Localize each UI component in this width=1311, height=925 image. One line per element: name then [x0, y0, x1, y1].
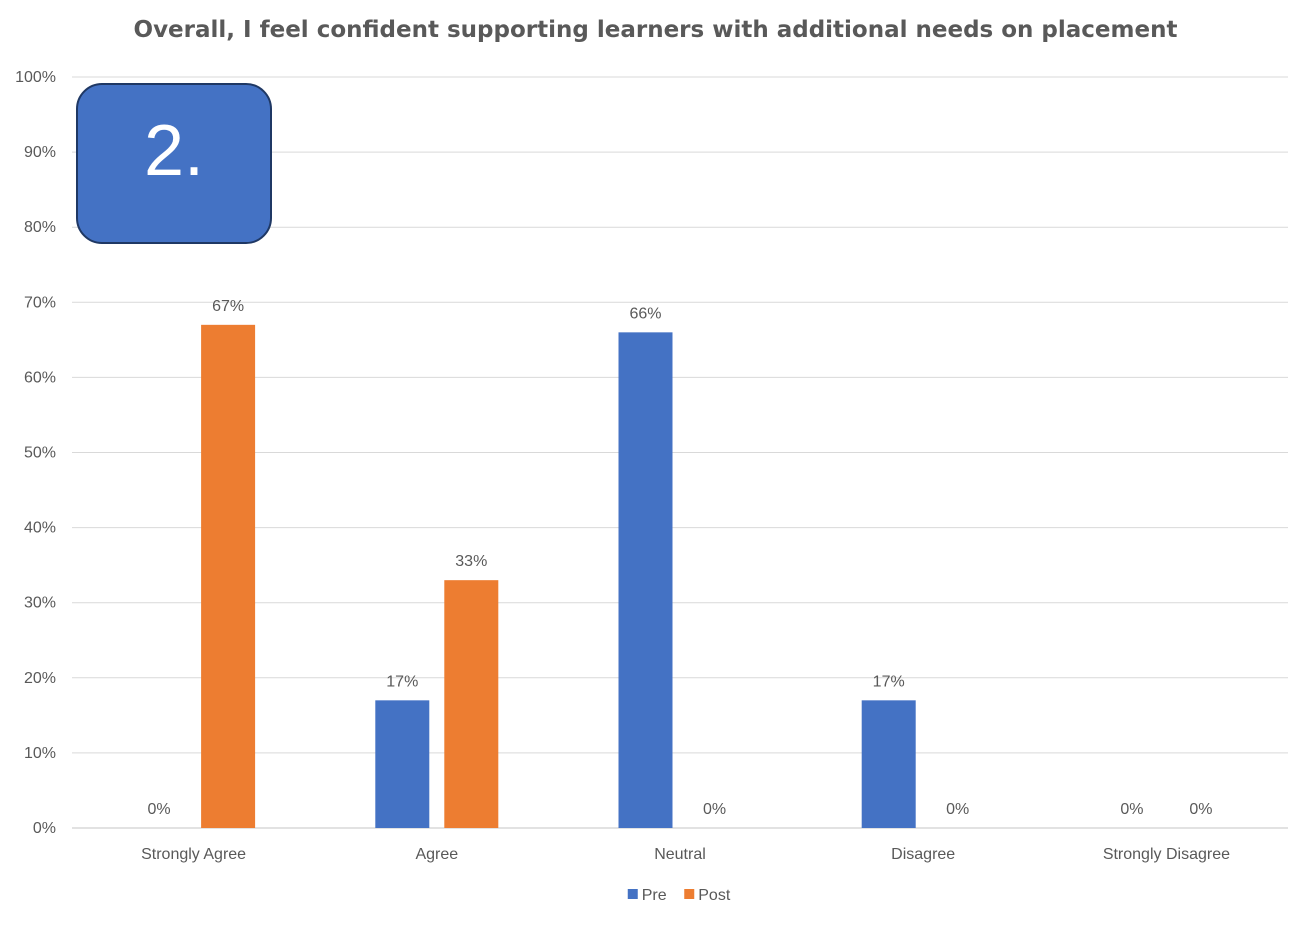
bar-post-agree [444, 580, 499, 828]
data-label: 66% [629, 305, 661, 322]
y-tick-label: 20% [24, 670, 56, 687]
y-tick-label: 90% [24, 144, 56, 161]
y-tick-label: 80% [24, 219, 56, 236]
x-axis-ticks: Strongly Agree Agree Neutral Disagree Strong… [141, 846, 1230, 863]
y-axis-ticks: 0% 10% 20% 30% 40% 50% 60% 70% 80% 90% 100% [15, 69, 56, 837]
data-label: 17% [873, 673, 905, 690]
y-tick-label: 70% [24, 294, 56, 311]
y-tick-label: 40% [24, 520, 56, 537]
badge-label: 2. [143, 111, 205, 191]
data-label: 0% [946, 801, 969, 818]
data-label: 0% [1120, 801, 1143, 818]
legend-swatch-post [684, 889, 695, 899]
gridlines [72, 76, 1288, 829]
bar-post-strongly-agree [201, 324, 256, 828]
data-label: 0% [703, 801, 726, 818]
x-tick-label: Disagree [891, 846, 955, 863]
data-label: 0% [1189, 801, 1212, 818]
data-label: 67% [212, 298, 244, 315]
bar-pre-neutral [618, 332, 673, 828]
y-tick-label: 10% [24, 745, 56, 762]
x-tick-label: Strongly Disagree [1103, 846, 1230, 863]
legend-label-pre: Pre [642, 887, 667, 904]
y-tick-label: 0% [33, 820, 56, 837]
x-tick-label: Agree [415, 846, 458, 863]
chart-title: Overall, I feel confident supporting lea… [133, 17, 1178, 43]
y-tick-label: 30% [24, 595, 56, 612]
bar-pre-disagree [861, 700, 916, 828]
bars [201, 324, 916, 828]
legend-label-post: Post [698, 887, 731, 904]
slide-number-badge: 2. [76, 83, 272, 244]
data-label: 17% [386, 673, 418, 690]
bar-pre-agree [375, 700, 430, 828]
y-tick-label: 60% [24, 369, 56, 386]
data-label: 33% [455, 553, 487, 570]
x-tick-label: Strongly Agree [141, 846, 246, 863]
legend-swatch-pre [627, 889, 638, 899]
x-tick-label: Neutral [654, 846, 706, 863]
y-tick-label: 50% [24, 445, 56, 462]
data-label: 0% [148, 801, 171, 818]
legend: Pre Post [627, 887, 731, 904]
data-labels: 0% 67% 17% 33% 66% 0% 17% 0% 0% 0% [148, 298, 1213, 818]
y-tick-label: 100% [15, 69, 56, 86]
